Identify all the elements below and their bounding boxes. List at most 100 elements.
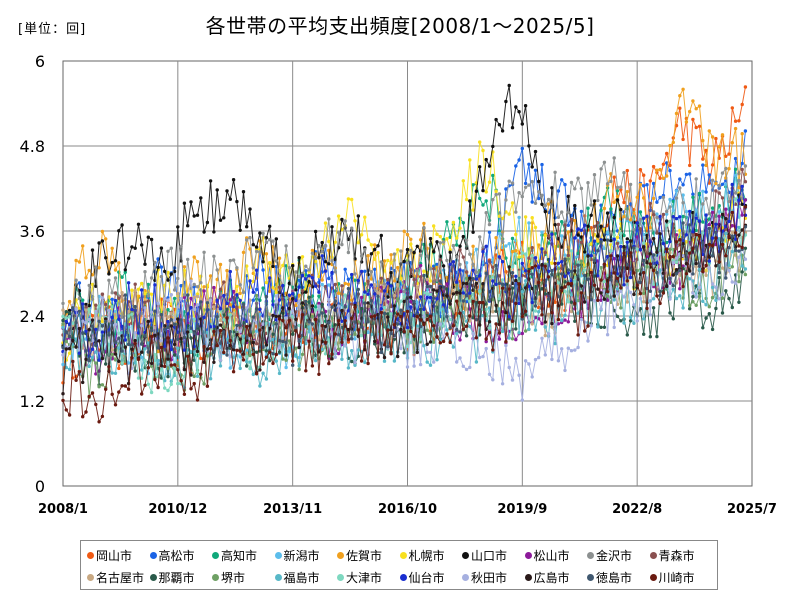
data-point — [681, 87, 685, 92]
legend-swatch-icon — [587, 573, 594, 581]
data-point — [245, 324, 249, 329]
data-point — [625, 263, 629, 267]
data-point — [668, 143, 672, 148]
data-point — [307, 280, 311, 284]
data-point — [271, 303, 275, 307]
data-point — [268, 261, 272, 265]
data-point — [642, 173, 646, 177]
data-point — [366, 330, 370, 335]
data-point — [402, 299, 406, 304]
data-point — [737, 225, 741, 230]
data-point — [248, 298, 252, 302]
data-point — [222, 280, 226, 284]
data-point — [556, 322, 561, 326]
data-point — [648, 313, 652, 317]
data-point — [671, 261, 675, 265]
data-point — [199, 356, 203, 361]
data-point — [615, 198, 620, 202]
data-point — [674, 196, 679, 200]
data-point — [720, 212, 725, 217]
data-point — [113, 371, 118, 375]
data-point — [642, 245, 646, 249]
data-point — [638, 168, 643, 172]
data-point — [655, 212, 659, 216]
data-point — [530, 216, 534, 220]
data-point — [491, 294, 495, 298]
legend-item: 青森市 — [649, 547, 713, 564]
data-point — [665, 240, 669, 245]
data-point — [438, 241, 442, 245]
data-point — [441, 324, 446, 328]
data-point — [359, 254, 364, 258]
data-point — [701, 241, 705, 245]
data-point — [261, 362, 265, 366]
data-point — [297, 299, 301, 303]
data-point — [159, 274, 164, 279]
data-point — [619, 266, 623, 270]
data-point — [471, 316, 475, 320]
data-point — [707, 242, 711, 247]
data-point — [714, 298, 718, 302]
data-point — [530, 179, 534, 184]
data-point — [655, 215, 659, 220]
data-point — [543, 325, 547, 329]
data-point — [212, 285, 216, 290]
data-point — [455, 290, 459, 295]
data-point — [199, 196, 203, 200]
data-point — [458, 330, 462, 334]
legend-label: 札幌市 — [408, 548, 445, 563]
data-point — [724, 154, 728, 158]
data-point — [90, 297, 95, 301]
data-point — [474, 336, 479, 340]
data-point — [251, 372, 255, 377]
data-point — [192, 214, 196, 218]
data-point — [310, 304, 315, 308]
data-point — [474, 281, 479, 286]
data-point — [625, 300, 629, 304]
data-point — [323, 340, 328, 345]
data-point — [701, 189, 705, 193]
data-point — [678, 287, 682, 291]
legend-swatch-icon — [524, 551, 532, 559]
legend-item: 新潟市 — [274, 547, 338, 564]
data-point — [74, 307, 78, 311]
data-point — [724, 231, 728, 236]
data-point — [110, 342, 114, 346]
data-point — [674, 260, 679, 264]
data-point — [389, 253, 393, 257]
data-point — [300, 313, 305, 317]
data-point — [281, 336, 285, 340]
data-point — [350, 272, 354, 277]
data-point — [104, 317, 108, 321]
data-point — [353, 363, 357, 367]
data-point — [507, 336, 511, 340]
data-point — [202, 315, 206, 320]
data-point — [149, 390, 154, 395]
data-point — [596, 274, 600, 278]
data-point — [622, 171, 626, 175]
data-point — [159, 367, 164, 372]
data-point — [681, 306, 685, 310]
data-point — [599, 298, 603, 302]
legend-label: 名古屋市 — [96, 570, 145, 585]
data-point — [268, 312, 272, 316]
data-point — [481, 300, 485, 305]
data-point — [455, 243, 459, 247]
data-point — [189, 279, 193, 283]
data-point — [563, 285, 567, 289]
data-point — [661, 176, 666, 180]
data-point — [527, 183, 531, 187]
data-point — [222, 325, 226, 329]
x-tick-label: 2008/1 — [38, 502, 88, 517]
data-point — [615, 276, 620, 281]
data-point — [330, 225, 334, 229]
data-point — [491, 198, 495, 202]
data-point — [487, 320, 492, 324]
data-point — [74, 258, 78, 263]
data-point — [560, 286, 564, 290]
data-point — [317, 372, 321, 376]
data-point — [494, 236, 498, 240]
data-point — [268, 237, 272, 242]
data-point — [566, 230, 570, 234]
data-point — [153, 283, 157, 287]
